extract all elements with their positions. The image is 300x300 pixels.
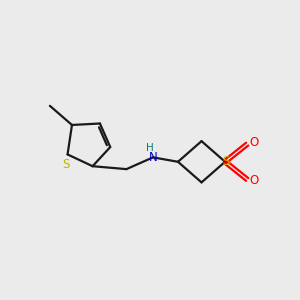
Text: O: O xyxy=(249,174,258,188)
Text: S: S xyxy=(62,158,70,171)
Text: N: N xyxy=(149,152,158,164)
Text: S: S xyxy=(222,155,230,168)
Text: O: O xyxy=(249,136,258,149)
Text: H: H xyxy=(146,143,153,153)
